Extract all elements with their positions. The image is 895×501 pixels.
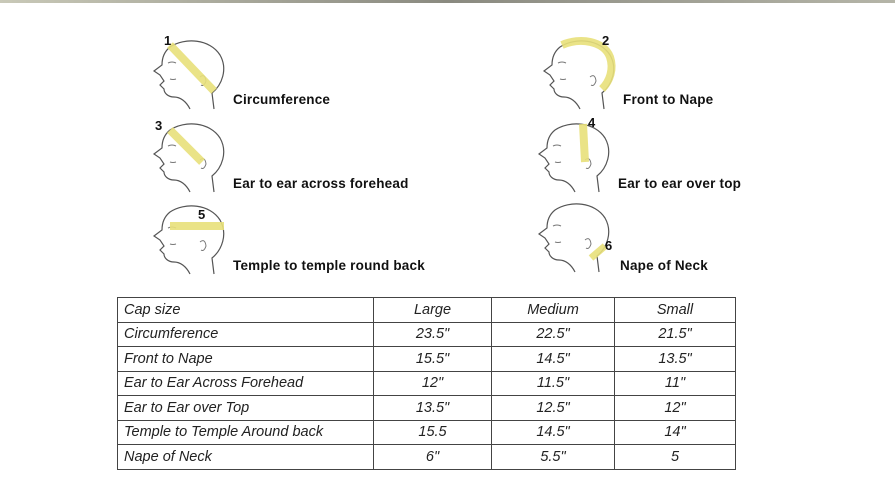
cell: 13.5" <box>373 395 492 421</box>
head-ear-to-ear-top-icon <box>538 123 610 193</box>
cell: 11" <box>614 370 736 396</box>
cell: 15.5" <box>373 346 492 372</box>
table-row: Temple to Temple Around back 15.5 14.5" 14" <box>117 419 736 445</box>
header-cell: Large <box>373 297 492 323</box>
cell: 14" <box>614 419 736 445</box>
cell: 12" <box>373 370 492 396</box>
table-row: Ear to Ear over Top 13.5" 12.5" 12" <box>117 395 736 421</box>
row-label: Circumference <box>117 321 374 347</box>
cap-size-table: Cap size Large Medium Small Circumferenc… <box>117 297 736 470</box>
cell: 12.5" <box>491 395 615 421</box>
table-row: Circumference 23.5" 22.5" 21.5" <box>117 321 736 347</box>
table-row: Ear to Ear Across Forehead 12" 11.5" 11" <box>117 370 736 396</box>
head-ear-to-ear-forehead-icon <box>153 123 225 193</box>
cell: 12" <box>614 395 736 421</box>
row-label: Ear to Ear Across Forehead <box>117 370 374 396</box>
cell: 6" <box>373 444 492 470</box>
header-cell: Cap size <box>117 297 374 323</box>
cell: 5.5" <box>491 444 615 470</box>
row-label: Front to Nape <box>117 346 374 372</box>
cell: 15.5 <box>373 419 492 445</box>
table-row: Nape of Neck 6" 5.5" 5 <box>117 444 736 470</box>
top-border <box>0 0 895 3</box>
cell: 13.5" <box>614 346 736 372</box>
cell: 14.5" <box>491 419 615 445</box>
cell: 23.5" <box>373 321 492 347</box>
row-label: Ear to Ear over Top <box>117 395 374 421</box>
table-header-row: Cap size Large Medium Small <box>117 297 736 323</box>
head-temple-to-temple-icon <box>153 205 225 275</box>
table-row: Front to Nape 15.5" 14.5" 13.5" <box>117 346 736 372</box>
cell: 21.5" <box>614 321 736 347</box>
cell: 22.5" <box>491 321 615 347</box>
header-cell: Small <box>614 297 736 323</box>
head-nape-of-neck-icon <box>538 203 610 273</box>
head-circumference-icon <box>153 40 225 110</box>
row-label: Nape of Neck <box>117 444 374 470</box>
cell: 5 <box>614 444 736 470</box>
row-label: Temple to Temple Around back <box>117 419 374 445</box>
cell: 14.5" <box>491 346 615 372</box>
header-cell: Medium <box>491 297 615 323</box>
cell: 11.5" <box>491 370 615 396</box>
head-front-to-nape-icon <box>543 37 616 110</box>
